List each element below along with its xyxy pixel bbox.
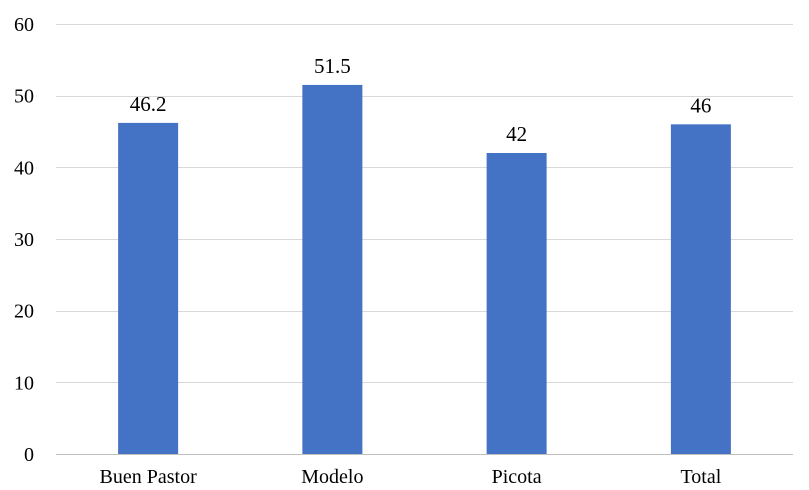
data-label: 46 (690, 93, 711, 117)
bars (118, 84, 731, 455)
y-tick-label: 0 (24, 444, 34, 466)
y-tick-label: 40 (14, 157, 34, 179)
bar (302, 84, 363, 455)
x-category-label: Picota (492, 466, 542, 488)
data-label: 46.2 (130, 92, 167, 116)
y-tick-label: 60 (14, 14, 34, 36)
bar (486, 153, 547, 454)
x-category-label: Total (680, 466, 721, 488)
x-category-label: Modelo (301, 466, 363, 488)
y-tick-label: 30 (14, 229, 34, 251)
y-tick-label: 50 (14, 86, 34, 108)
bar (670, 124, 731, 454)
data-label: 51.5 (314, 54, 351, 78)
x-category-label: Buen Pastor (100, 466, 198, 488)
y-axis-ticks: 0 10 20 30 40 50 60 (14, 14, 34, 466)
data-label: 42 (506, 122, 527, 146)
x-axis-categories: Buen Pastor Modelo Picota Total (100, 466, 722, 488)
y-tick-label: 20 (14, 301, 34, 323)
data-labels: 46.2 51.5 42 46 (130, 54, 712, 146)
gridlines (56, 24, 793, 455)
bar (118, 122, 179, 455)
y-tick-label: 10 (14, 372, 34, 394)
